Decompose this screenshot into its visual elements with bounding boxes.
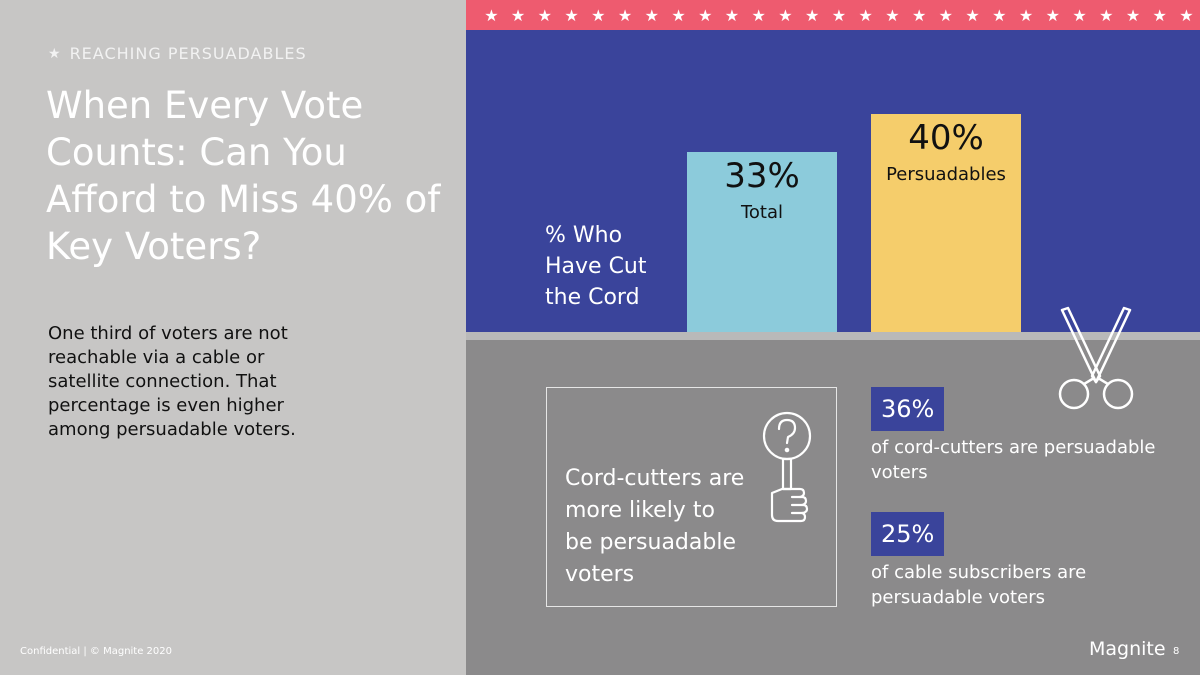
star-icon: ★: [751, 5, 766, 25]
magnite-logo: Magnite: [1089, 638, 1166, 660]
star-icon: ★: [831, 5, 847, 25]
star-icon: ★: [1045, 5, 1060, 25]
star-icon: ★: [1179, 5, 1194, 25]
bottom-area: [466, 340, 1200, 675]
bar-category-label: Persuadables: [886, 164, 1006, 185]
bar-total: 33% Total: [687, 152, 837, 332]
star-icon: ★: [48, 45, 62, 62]
star-icon: ★: [591, 5, 606, 25]
star-icon: ★: [671, 5, 686, 25]
bar-value-label: 40%: [908, 118, 984, 158]
star-icon: ★: [858, 5, 873, 25]
bar-category-label: Total: [740, 202, 784, 224]
star-icon: ★: [885, 5, 900, 25]
star-icon: ★: [724, 5, 740, 25]
chart-ylabel: % Who Have Cut the Cord: [545, 223, 647, 310]
stat-value-badge: 25%: [871, 512, 945, 556]
star-icon: ★: [1018, 5, 1034, 25]
scissors-icon: [1058, 306, 1134, 410]
stat-value-badge: 36%: [871, 387, 945, 431]
star-icon: ★: [805, 5, 820, 25]
star-icon: ★: [537, 5, 552, 25]
star-icon: ★: [1099, 5, 1114, 25]
bar-value-label: 33%: [724, 156, 800, 197]
star-icon: ★: [510, 5, 526, 25]
star-icon: ★: [778, 5, 793, 25]
star-icon: ★: [911, 5, 927, 25]
question-hand-sign-icon: [762, 411, 812, 523]
footer-confidential: Confidential | © Magnite 2020: [20, 646, 173, 657]
stat-description: of cord-cutters are persuadable voters: [871, 437, 1156, 483]
kicker-label: REACHING PERSUADABLES: [69, 44, 307, 63]
slide-title: When Every Vote Counts: Can You Afford t…: [46, 84, 441, 268]
star-icon: ★: [617, 5, 633, 25]
callout-box: Cord-cutters are more likely to be persu…: [546, 387, 837, 607]
right-panel: ★ ★ ★ ★ ★ ★ ★ ★ ★ ★ ★ ★ ★ ★ ★ ★ ★ ★ ★ ★ ★ ★ ★ ★ ★ ★ ★ % Who Have C…: [466, 0, 1200, 675]
star-icon: ★: [1152, 5, 1167, 25]
body-text: One third of voters are not reachable vi…: [48, 323, 296, 440]
star-icon: ★: [938, 5, 954, 25]
star-icon: ★: [644, 5, 659, 25]
section-kicker: ★ REACHING PERSUADABLES: [48, 44, 307, 63]
star-icon: ★: [564, 5, 579, 25]
stars-band: ★ ★ ★ ★ ★ ★ ★ ★ ★ ★ ★ ★ ★ ★ ★ ★ ★ ★ ★ ★ ★ ★ ★ ★ ★ ★ ★: [466, 0, 1200, 30]
stat-cable-subscribers: 25% of cable subscribers are persuadable…: [871, 512, 1171, 610]
page-number: 8: [1173, 646, 1180, 657]
star-icon: ★: [1125, 5, 1141, 25]
star-icon: ★: [1072, 5, 1087, 25]
star-icon: ★: [965, 5, 980, 25]
left-panel: ★ REACHING PERSUADABLES When Every Vote …: [0, 0, 466, 675]
star-icon: ★: [698, 5, 713, 25]
star-icon: ★: [484, 5, 499, 25]
stat-cord-cutters: 36% of cord-cutters are persuadable vote…: [871, 387, 1171, 485]
star-icon: ★: [992, 5, 1007, 25]
callout-text: Cord-cutters are more likely to be persu…: [565, 466, 745, 587]
divider-line: [466, 332, 1200, 340]
stat-description: of cable subscribers are persuadable vot…: [871, 562, 1087, 608]
bar-persuadables: 40% Persuadables: [871, 114, 1021, 332]
